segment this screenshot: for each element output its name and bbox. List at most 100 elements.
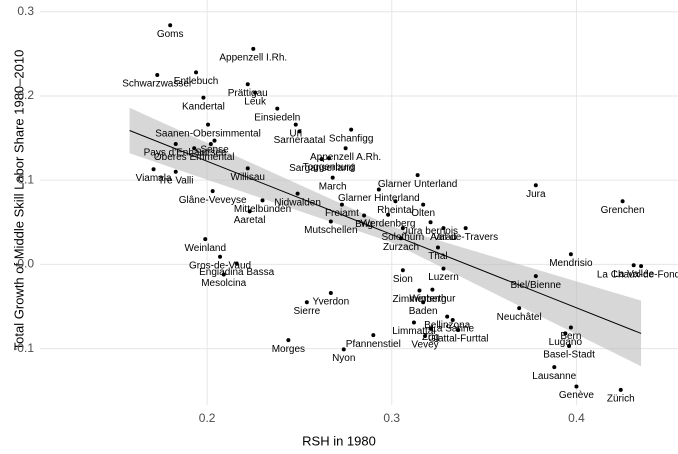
x-tick-label: 0.2 xyxy=(199,411,216,425)
point xyxy=(567,344,572,349)
point xyxy=(212,138,217,143)
point xyxy=(428,220,433,225)
point-label: Sursee xyxy=(195,148,227,159)
point xyxy=(620,199,625,204)
point xyxy=(517,306,522,311)
y-tick-label: 0.1 xyxy=(17,172,34,186)
point-label: Lugano xyxy=(549,337,583,348)
point xyxy=(208,141,213,146)
point-label: Pays d'Enhaut xyxy=(144,148,208,159)
point xyxy=(428,326,433,331)
point xyxy=(435,245,440,250)
point xyxy=(463,226,468,231)
point xyxy=(275,106,280,111)
point xyxy=(376,187,381,192)
point xyxy=(218,254,223,259)
point-label: Schwarzwasser xyxy=(122,79,193,90)
point-label: Engiadina Bassa xyxy=(199,267,274,278)
point xyxy=(618,387,623,392)
point xyxy=(421,300,426,305)
point xyxy=(168,23,173,28)
point xyxy=(563,331,568,336)
point-label: Zürich xyxy=(607,393,635,404)
point xyxy=(210,189,215,194)
point xyxy=(399,236,404,241)
point-label: Sarganserland xyxy=(289,163,354,174)
point-label: Oberes Emmental xyxy=(154,152,235,163)
point-label: Mendrisio xyxy=(549,258,593,269)
point xyxy=(260,198,265,203)
point-label: Brig xyxy=(355,219,373,230)
point xyxy=(568,325,573,330)
point xyxy=(574,384,579,389)
point-label: Yverdon xyxy=(312,297,349,308)
point-label: Bern xyxy=(560,331,581,342)
point-label: Zug xyxy=(422,332,439,343)
point-label: Werdenberg xyxy=(361,218,416,229)
point-label: Mittelbünden xyxy=(234,204,291,215)
point xyxy=(339,202,344,207)
point-label: Neuchâtel xyxy=(497,312,542,323)
point-label: Weinland xyxy=(185,243,227,254)
x-tick-label: 0.3 xyxy=(383,411,400,425)
point-label: Sense xyxy=(200,144,229,155)
point-label: Entlebuch xyxy=(174,76,218,87)
point xyxy=(253,90,258,95)
point-label: Appenzell I.Rh. xyxy=(219,52,287,63)
point xyxy=(151,167,156,172)
x-axis-title: RSH in 1980 xyxy=(302,433,376,448)
y-axis-title: Total Growth of Middle Skill Labor Share… xyxy=(11,50,26,351)
point-label: Olten xyxy=(411,208,435,219)
point-label: Appenzell A.Rh. xyxy=(310,152,381,163)
point-label: Uri xyxy=(289,128,302,139)
point-label: Baden xyxy=(409,306,438,317)
point xyxy=(201,95,206,100)
point-label: Morges xyxy=(272,344,305,355)
point xyxy=(330,175,335,180)
point-label: Schanfigg xyxy=(329,133,373,144)
point-label: Zurzach xyxy=(383,242,419,253)
y-tick-label: -0.1 xyxy=(13,341,34,355)
confidence-band xyxy=(129,107,642,367)
point-label: Winterthur xyxy=(409,293,456,304)
point-label: Einsiedeln xyxy=(254,112,300,123)
point xyxy=(234,261,239,266)
point-label: Grenchen xyxy=(601,205,645,216)
point-label: Glâne-Veveyse xyxy=(179,195,247,206)
point xyxy=(362,213,367,218)
point xyxy=(445,314,450,319)
point xyxy=(286,338,291,343)
point-label: Bellinzona xyxy=(424,320,471,331)
y-tick-label: 0.2 xyxy=(17,88,34,102)
point xyxy=(349,127,354,132)
point xyxy=(631,263,636,268)
point xyxy=(430,287,435,292)
point-label: Glattal-Furttal xyxy=(428,334,489,345)
point-label: Leuk xyxy=(244,96,267,107)
point xyxy=(400,226,405,231)
point xyxy=(423,333,428,338)
point-label: Sierre xyxy=(293,306,320,317)
y-tick-label: 0.3 xyxy=(17,4,34,18)
point-label: March xyxy=(319,181,347,192)
point xyxy=(304,300,309,305)
point-label: La Sarine xyxy=(431,324,474,335)
point xyxy=(568,252,573,257)
point-label: Mutschellen xyxy=(304,225,357,236)
point xyxy=(221,272,226,277)
point-label: Val-de-Travers xyxy=(433,232,498,243)
point-label: Limmattal xyxy=(392,326,435,337)
point-label: Basel-Stadt xyxy=(543,350,595,361)
point xyxy=(441,226,446,231)
point xyxy=(400,268,405,273)
point-label: La Vallée xyxy=(613,269,654,280)
point xyxy=(295,191,300,196)
point xyxy=(194,70,199,75)
x-tick-label: 0.4 xyxy=(568,411,585,425)
point-label: Prättigau xyxy=(228,88,268,99)
point xyxy=(533,274,538,279)
point-label: Kandertal xyxy=(182,101,225,112)
point xyxy=(206,122,211,127)
point-label: Nyon xyxy=(332,353,355,364)
